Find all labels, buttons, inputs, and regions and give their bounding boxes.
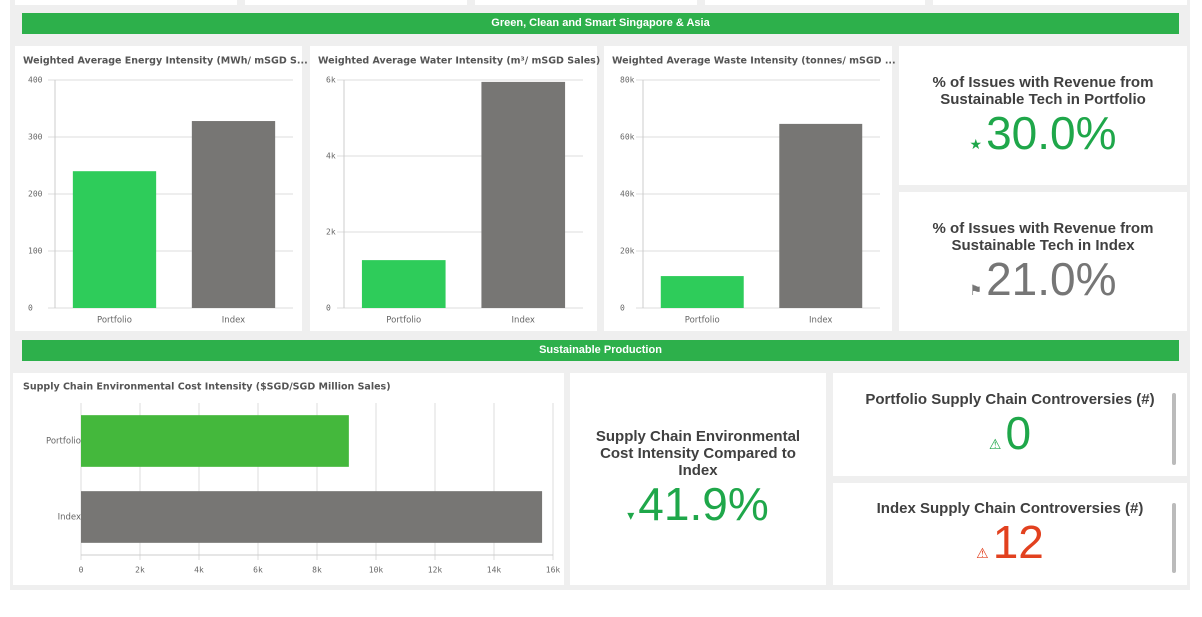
x-tick-label: Index xyxy=(222,316,245,326)
kpi-value: 30.0% xyxy=(986,107,1117,159)
kpi-value: 12 xyxy=(992,516,1044,568)
kpi-value-row: ★30.0% xyxy=(929,108,1157,169)
y-tick-label: Portfolio xyxy=(46,437,81,447)
kpi-value: 0 xyxy=(1005,407,1032,459)
x-tick-label: 10k xyxy=(369,566,384,575)
y-tick-label: Index xyxy=(58,513,81,523)
bar xyxy=(81,415,349,467)
x-tick-label: 6k xyxy=(253,566,263,575)
y-tick-label: 20k xyxy=(620,247,635,256)
y-tick-label: 2k xyxy=(326,228,336,237)
bar xyxy=(361,260,446,308)
chart-title: Supply Chain Environmental Cost Intensit… xyxy=(23,382,391,393)
y-tick-label: 300 xyxy=(28,133,43,142)
section-banner: Green, Clean and Smart Singapore & Asia xyxy=(22,13,1179,34)
y-tick-label: 60k xyxy=(620,133,635,142)
y-tick-label: 100 xyxy=(28,247,43,256)
x-tick-label: Index xyxy=(512,316,535,326)
x-tick-label: 12k xyxy=(428,566,443,575)
bar xyxy=(481,81,566,309)
y-tick-label: 40k xyxy=(620,190,635,199)
panel xyxy=(705,0,925,5)
kpi-title: Index Supply Chain Controversies (#) xyxy=(876,500,1144,517)
y-tick-label: 400 xyxy=(28,76,43,85)
kpi-value: 21.0% xyxy=(986,253,1117,305)
kpi-value-row: ⚠12 xyxy=(863,517,1157,578)
y-tick-label: 0 xyxy=(326,304,331,313)
y-tick-label: 4k xyxy=(326,152,336,161)
bar xyxy=(72,171,157,308)
scrollbar[interactable] xyxy=(1172,503,1176,573)
bar xyxy=(81,491,543,543)
kpi-card: % of Issues with Revenue from Sustainabl… xyxy=(899,46,1187,185)
bar xyxy=(660,276,744,308)
y-tick-label: 200 xyxy=(28,190,43,199)
x-tick-label: Portfolio xyxy=(685,316,720,326)
warning-icon: ⚠ xyxy=(988,436,1002,452)
kpi-card: Index Supply Chain Controversies (#) ⚠12 xyxy=(833,483,1187,585)
x-tick-label: 8k xyxy=(312,566,322,575)
x-tick-label: 16k xyxy=(546,566,561,575)
kpi-title: Supply Chain Environmental Cost Intensit… xyxy=(595,428,801,479)
kpi-card: Supply Chain Environmental Cost Intensit… xyxy=(570,373,826,585)
panel xyxy=(933,0,1187,5)
panel xyxy=(13,373,564,585)
x-tick-label: 14k xyxy=(487,566,502,575)
section-banner: Sustainable Production xyxy=(22,340,1179,361)
kpi-value: 41.9% xyxy=(638,478,769,530)
x-tick-label: 2k xyxy=(135,566,145,575)
x-tick-label: Portfolio xyxy=(386,316,421,326)
down-icon: ▾ xyxy=(627,507,635,523)
kpi-title: % of Issues with Revenue from Sustainabl… xyxy=(932,74,1154,108)
y-tick-label: 0 xyxy=(620,304,625,313)
kpi-card: % of Issues with Revenue from Sustainabl… xyxy=(899,192,1187,331)
kpi-value-row: ⚑21.0% xyxy=(929,254,1157,315)
x-tick-label: 0 xyxy=(79,566,84,575)
kpi-card: Portfolio Supply Chain Controversies (#)… xyxy=(833,373,1187,476)
panel xyxy=(15,0,237,5)
x-tick-label: 4k xyxy=(194,566,204,575)
x-tick-label: Index xyxy=(809,316,832,326)
kpi-value-row: ⚠0 xyxy=(863,408,1157,469)
scrollbar[interactable] xyxy=(1172,393,1176,465)
panel xyxy=(245,0,467,5)
panel xyxy=(475,0,697,5)
warning-icon: ⚠ xyxy=(976,545,989,561)
x-tick-label: Portfolio xyxy=(97,316,132,326)
chart-title: Weighted Average Waste Intensity (tonnes… xyxy=(612,56,896,67)
bar xyxy=(191,121,276,308)
star-icon: ★ xyxy=(969,136,983,152)
y-tick-label: 80k xyxy=(620,76,635,85)
kpi-title: % of Issues with Revenue from Sustainabl… xyxy=(932,220,1154,254)
bar xyxy=(779,123,863,308)
kpi-value-row: ▾41.9% xyxy=(590,479,806,540)
y-tick-label: 0 xyxy=(28,304,33,313)
chart-title: Weighted Average Water Intensity (m³/ mS… xyxy=(318,56,600,67)
chart-title: Weighted Average Energy Intensity (MWh/ … xyxy=(23,56,308,67)
flag-icon: ⚑ xyxy=(969,282,983,298)
y-tick-label: 6k xyxy=(326,76,336,85)
kpi-title: Portfolio Supply Chain Controversies (#) xyxy=(865,391,1155,408)
